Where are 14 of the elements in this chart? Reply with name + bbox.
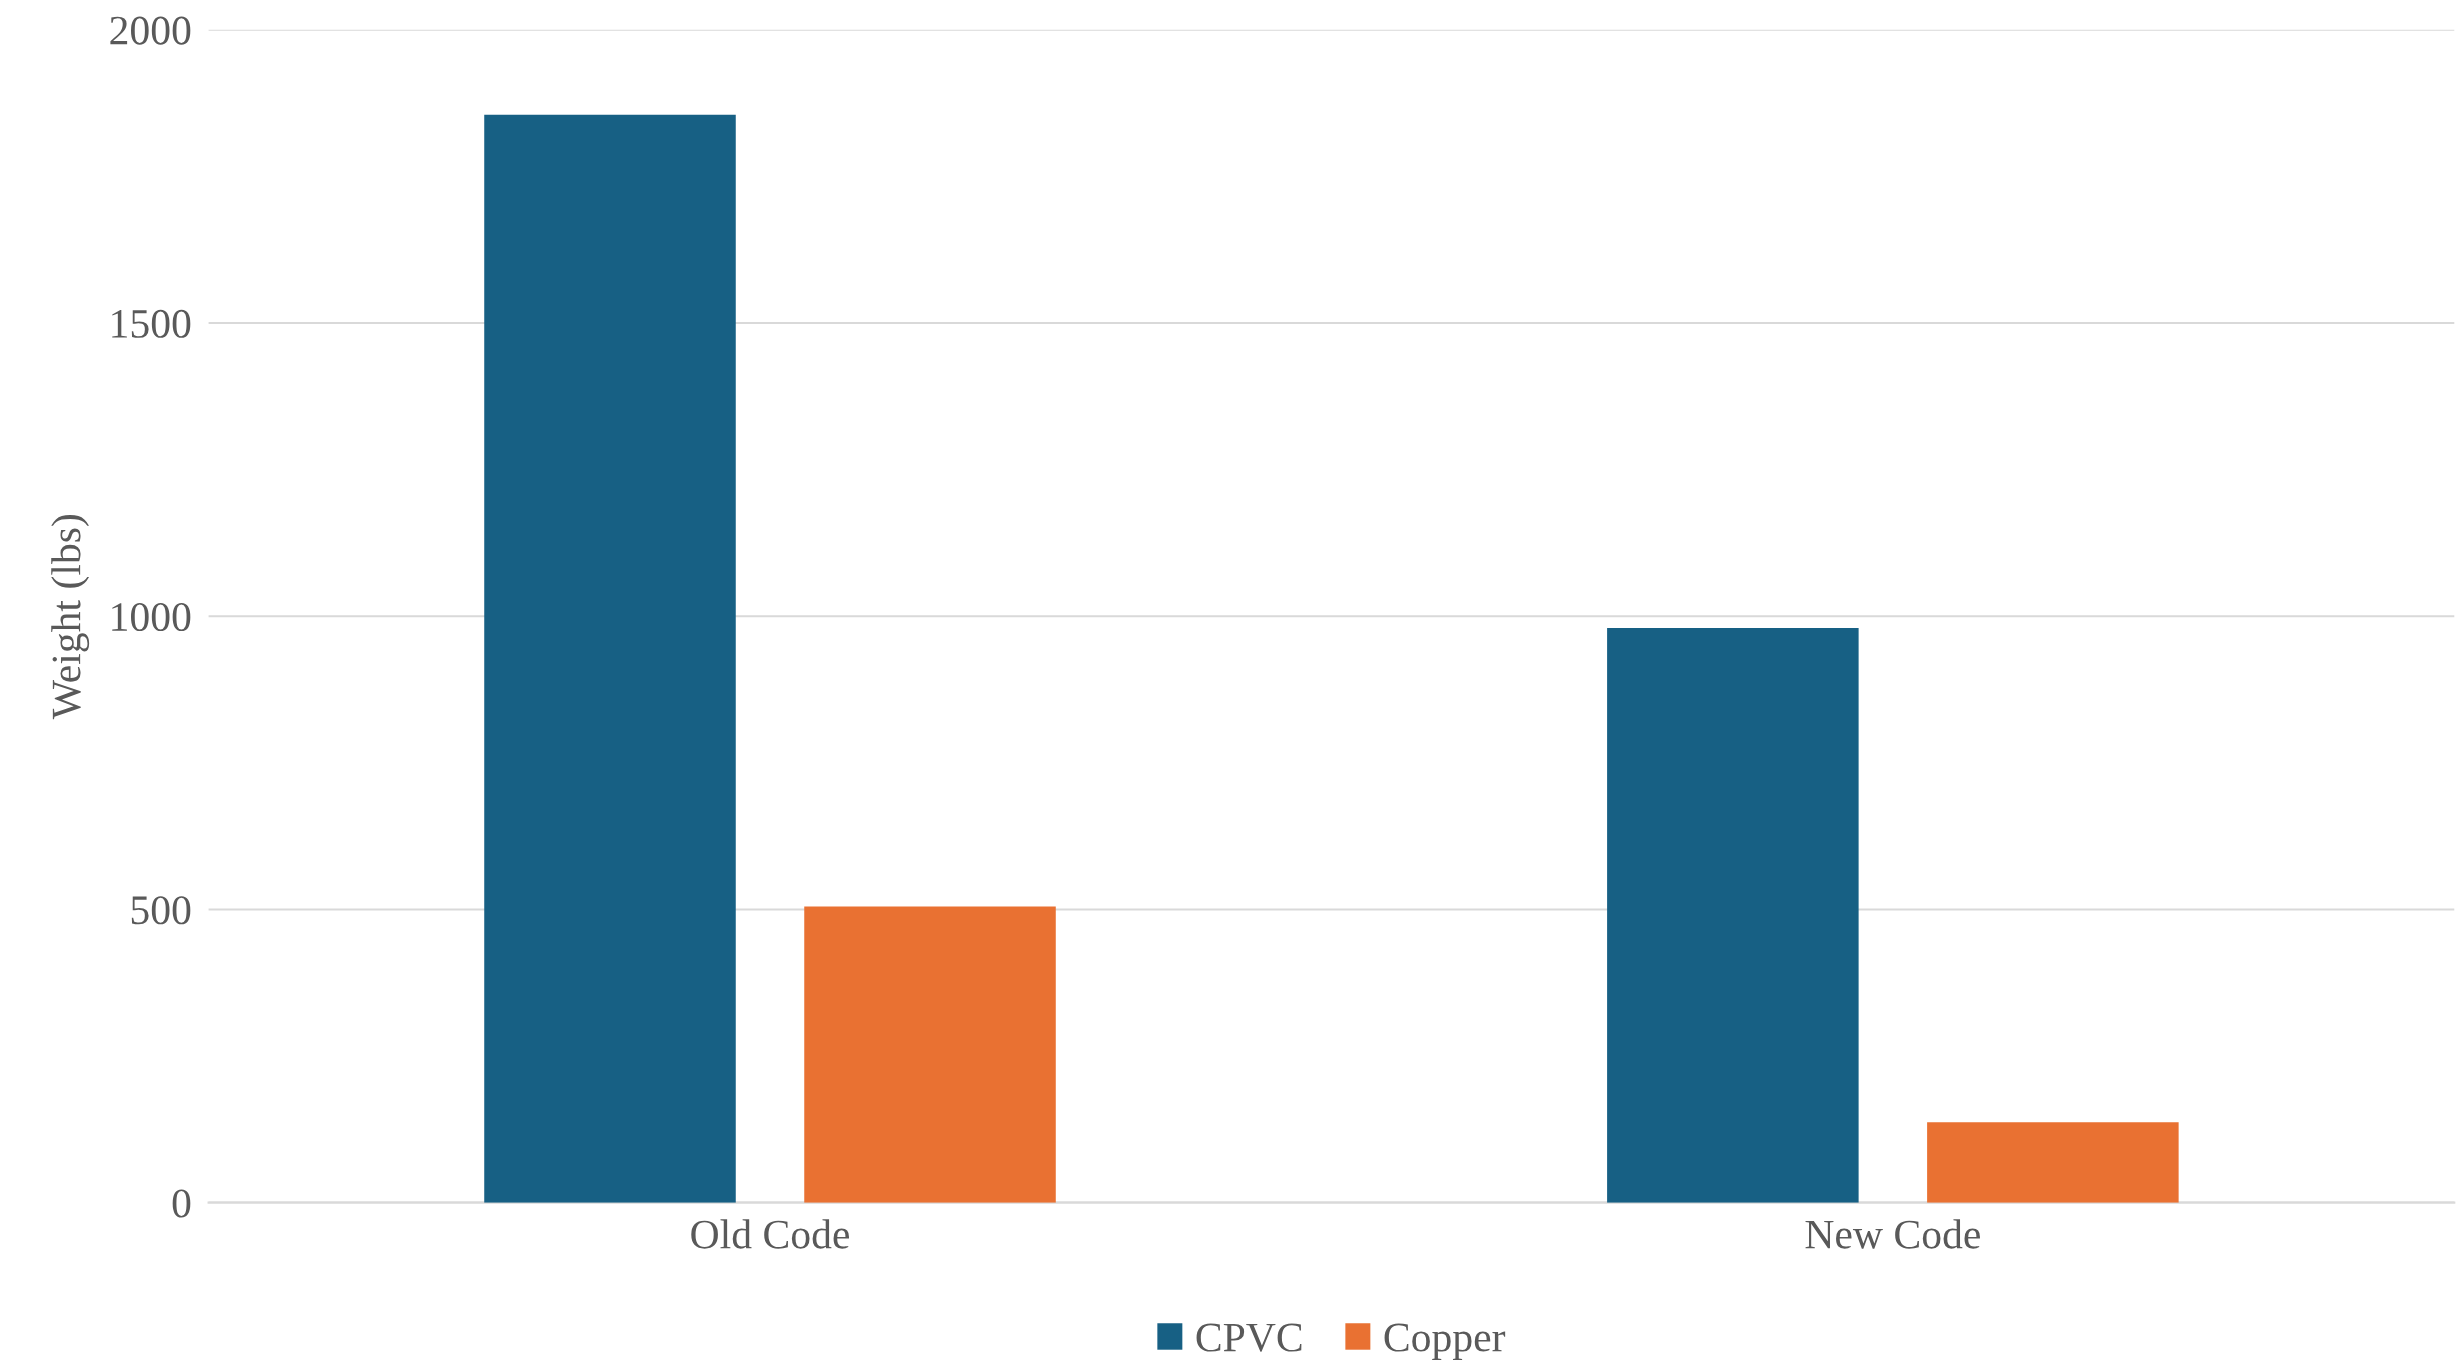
y-tick-label: 1500: [112, 309, 191, 338]
legend-label: Copper: [1384, 1323, 1506, 1361]
y-tick-label: 0: [172, 1189, 191, 1218]
bar: [484, 114, 736, 1203]
x-tick-label: New Code: [1805, 1219, 1980, 1249]
bar: [1607, 627, 1859, 1203]
y-axis-title: Weight (lbs): [51, 515, 90, 720]
y-tick-label: 2000: [110, 16, 191, 45]
x-tick-label: Old Code: [691, 1219, 849, 1249]
bar: [1927, 1122, 2179, 1203]
y-tick-label: 1000: [112, 602, 191, 632]
bar: [804, 906, 1056, 1203]
y-tick-label: 500: [131, 896, 191, 925]
legend-label: CPVC: [1196, 1323, 1302, 1352]
